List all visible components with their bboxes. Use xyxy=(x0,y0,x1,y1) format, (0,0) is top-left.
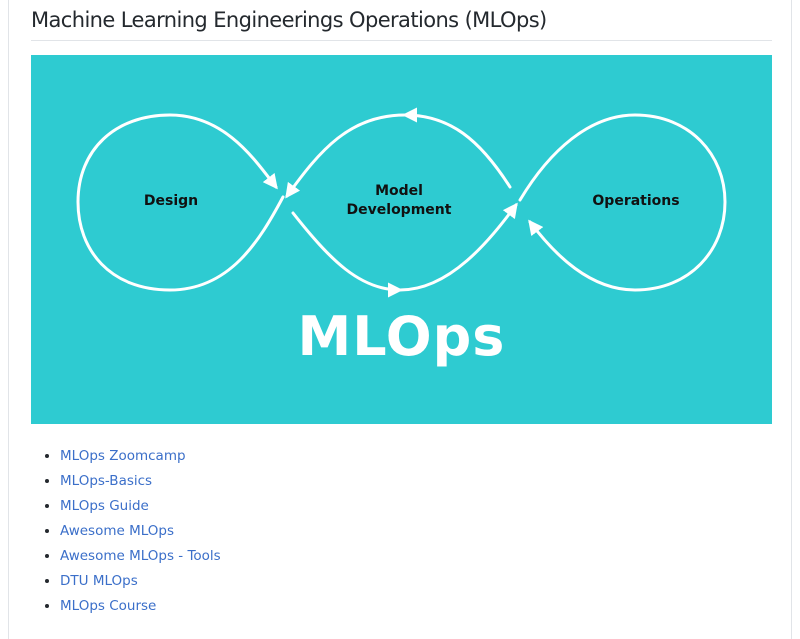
heading-divider xyxy=(31,40,772,41)
top-arc-right xyxy=(402,107,512,189)
link-awesome-mlops[interactable]: Awesome MLOps xyxy=(60,523,174,539)
list-item: Awesome MLOps - Tools xyxy=(60,544,221,569)
list-item: DTU MLOps xyxy=(60,569,221,594)
model-label-line2: Development xyxy=(346,202,452,218)
page-title: Machine Learning Engineerings Operations… xyxy=(31,8,547,32)
link-mlops-basics[interactable]: MLOps-Basics xyxy=(60,473,153,489)
design-label: Design xyxy=(143,193,199,209)
link-awesome-mlops-tools[interactable]: Awesome MLOps - Tools xyxy=(60,548,221,564)
list-item: Awesome MLOps xyxy=(60,519,221,544)
bottom-arc-right xyxy=(398,202,518,292)
link-mlops-guide[interactable]: MLOps Guide xyxy=(60,498,149,514)
link-mlops-zoomcamp[interactable]: MLOps Zoomcamp xyxy=(60,448,186,464)
list-item: MLOps Zoomcamp xyxy=(60,444,221,469)
operations-loop xyxy=(518,113,727,292)
mlops-banner-image: Design Model Development Operations MLOp… xyxy=(31,55,772,424)
design-loop xyxy=(76,113,285,292)
link-dtu-mlops[interactable]: DTU MLOps xyxy=(60,573,138,589)
list-item: MLOps Guide xyxy=(60,494,221,519)
mlops-logo-text: MLOps xyxy=(297,305,506,368)
model-label-line1: Model xyxy=(375,183,423,199)
content-frame xyxy=(8,0,792,639)
list-item: MLOps-Basics xyxy=(60,469,221,494)
operations-label: Operations xyxy=(592,193,680,209)
bottom-arc-left xyxy=(291,211,403,298)
link-mlops-course[interactable]: MLOps Course xyxy=(60,598,157,614)
resource-links-list: MLOps Zoomcamp MLOps-Basics MLOps Guide … xyxy=(31,444,221,619)
top-arc-left xyxy=(285,113,407,199)
model-development-label: Model Development xyxy=(339,182,459,220)
list-item: MLOps Course xyxy=(60,594,221,619)
infinity-cycle-diagram xyxy=(76,107,727,298)
